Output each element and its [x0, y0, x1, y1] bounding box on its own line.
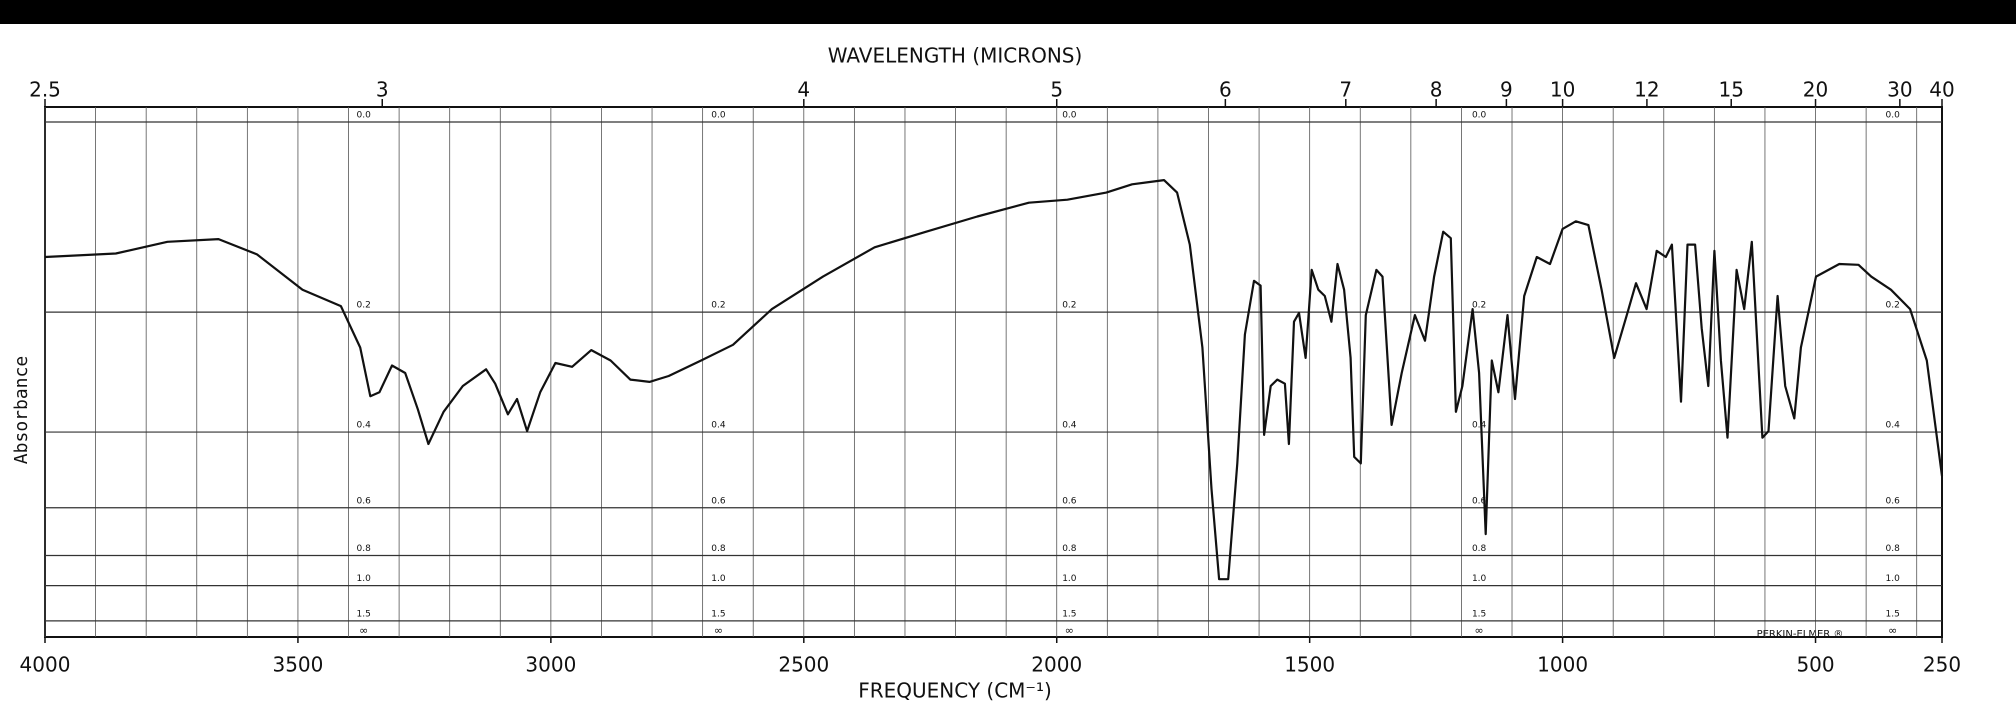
y-tick-label: 0.2 — [1472, 301, 1486, 311]
y-tick-label: 0.6 — [1062, 496, 1077, 506]
y-tick-label: 1.5 — [1886, 609, 1900, 619]
y-tick-label: 1.0 — [357, 574, 372, 584]
x-tick-label: 2000 — [1031, 653, 1082, 677]
y-tick-label: 0.8 — [1062, 544, 1077, 554]
y-axis-title: Absorbance — [11, 356, 32, 464]
y-tick-label: 0.0 — [1472, 111, 1487, 121]
x-tick-label: 3500 — [272, 653, 323, 677]
x-tick-label: 1000 — [1537, 653, 1588, 677]
y-tick-label: ∞ — [1475, 624, 1484, 637]
plot-frame — [44, 106, 1943, 638]
y-tick-label: ∞ — [359, 624, 368, 637]
y-tick-label: 0.4 — [711, 421, 726, 431]
x-tick-label: 250 — [1923, 653, 1961, 677]
y-tick-label: 0.4 — [1062, 421, 1077, 431]
top-tick-label: 10 — [1550, 78, 1575, 102]
y-tick-label: 0.0 — [1886, 111, 1901, 121]
header-bar — [0, 0, 2016, 24]
top-tick-label: 8 — [1430, 78, 1443, 102]
top-tick-label: 9 — [1500, 78, 1513, 102]
x-axis-title: FREQUENCY (CM⁻¹) — [858, 679, 1052, 703]
top-tick-label: 5 — [1050, 78, 1063, 102]
y-tick-label: 0.2 — [357, 301, 371, 311]
y-tick-label: 0.8 — [711, 544, 726, 554]
top-tick-label: 30 — [1887, 78, 1912, 102]
top-tick-label: 12 — [1634, 78, 1659, 102]
y-tick-label: 1.5 — [1062, 609, 1076, 619]
y-tick-label: 1.0 — [1886, 574, 1901, 584]
top-tick-label: 4 — [797, 78, 810, 102]
y-tick-label: 0.0 — [1062, 111, 1077, 121]
y-tick-label: 1.5 — [711, 609, 725, 619]
top-tick-label: 6 — [1219, 78, 1232, 102]
y-tick-label: ∞ — [1065, 624, 1074, 637]
y-tick-label: 0.4 — [1886, 421, 1901, 431]
y-tick-label: 0.8 — [357, 544, 372, 554]
y-tick-label: 0.0 — [711, 111, 726, 121]
spectrum-line — [44, 179, 1944, 581]
y-tick-label: 0.6 — [357, 496, 372, 506]
y-tick-label: 1.5 — [1472, 609, 1486, 619]
top-tick-label: 2.5 — [29, 78, 61, 102]
top-tick-label: 20 — [1803, 78, 1828, 102]
y-tick-label: 1.0 — [711, 574, 726, 584]
y-tick-label: ∞ — [1888, 624, 1897, 637]
y-tick-label: 0.6 — [711, 496, 726, 506]
top-tick-label: 15 — [1718, 78, 1743, 102]
x-tick-label: 2500 — [778, 653, 829, 677]
x-tick-label: 3000 — [525, 653, 576, 677]
y-tick-label: 1.0 — [1062, 574, 1077, 584]
y-tick-label: 1.0 — [1472, 574, 1487, 584]
y-tick-label: ∞ — [714, 624, 723, 637]
y-tick-label: 0.8 — [1886, 544, 1901, 554]
y-tick-label: 0.2 — [1886, 301, 1900, 311]
y-tick-label: 0.2 — [1062, 301, 1076, 311]
y-tick-label: 0.0 — [357, 111, 372, 121]
y-tick-label: 0.2 — [711, 301, 725, 311]
y-tick-label: 1.5 — [357, 609, 371, 619]
y-tick-label: 0.4 — [357, 421, 372, 431]
top-tick-label: 40 — [1929, 78, 1954, 102]
y-tick-label: 0.8 — [1472, 544, 1487, 554]
y-tick-label: 0.6 — [1472, 496, 1487, 506]
x-tick-label: 500 — [1796, 653, 1834, 677]
top-tick-label: 3 — [376, 78, 389, 102]
y-tick-label: 0.4 — [1472, 421, 1487, 431]
top-axis-title: WAVELENGTH (MICRONS) — [828, 44, 1083, 68]
x-tick-label: 4000 — [20, 653, 71, 677]
y-tick-label: 0.6 — [1886, 496, 1901, 506]
x-tick-label: 1500 — [1284, 653, 1335, 677]
brand-annotation: PERKIN-ELMER ® — [1757, 629, 1844, 640]
top-tick-label: 7 — [1339, 78, 1352, 102]
